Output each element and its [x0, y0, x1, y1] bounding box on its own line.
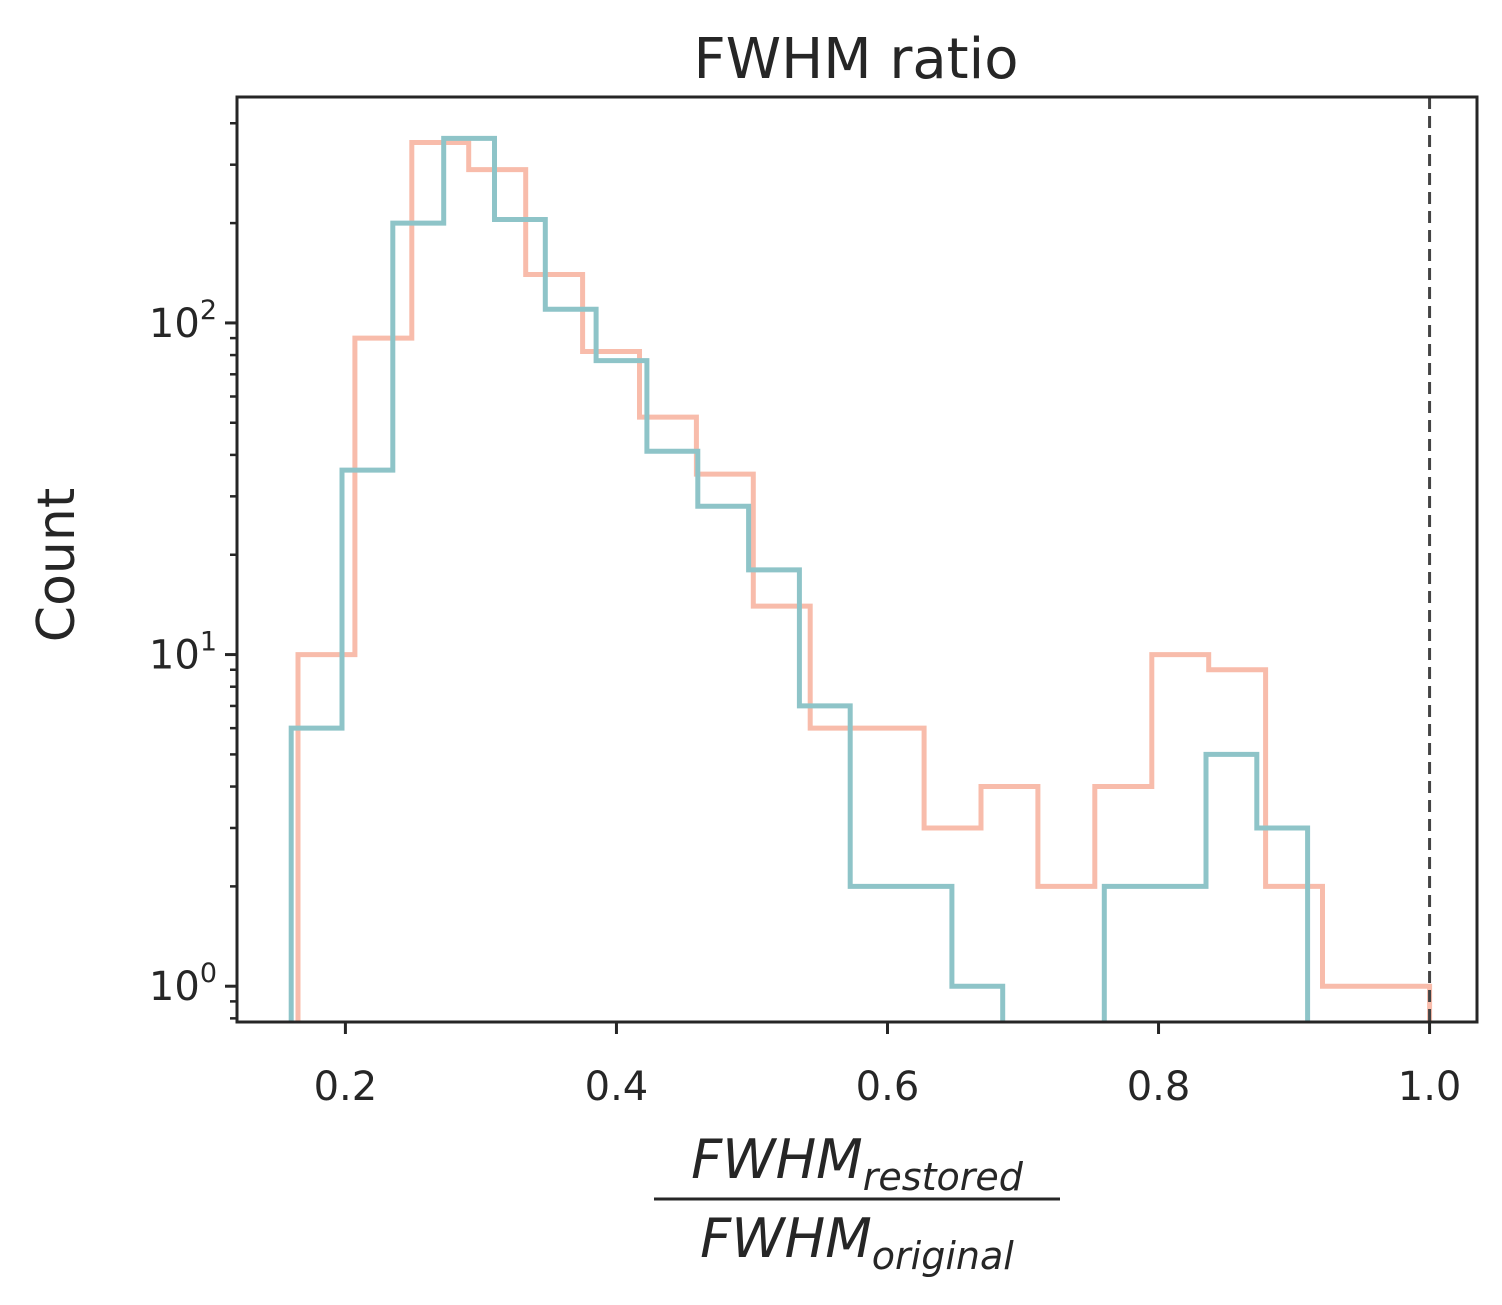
plot-area [235, 95, 1479, 1024]
x-axis-label-denominator: FWHMoriginal [700, 1207, 1014, 1278]
y-tick-label: 102 [149, 295, 217, 347]
x-tick-label: 0.6 [856, 1064, 920, 1110]
y-tick-label: 100 [149, 958, 217, 1010]
denominator-subscript: original [872, 1234, 1014, 1278]
histogram-series-2 [288, 135, 1311, 1022]
x-tick-label: 1.0 [1398, 1064, 1462, 1110]
histogram-series-1 [295, 140, 1433, 1022]
chart-title: FWHM ratio [694, 27, 1019, 92]
x-tick-label: 0.4 [585, 1064, 649, 1110]
y-axis: 100 101 102 [149, 122, 237, 1020]
denominator-base: FWHM [700, 1207, 872, 1270]
x-axis-label: FWHMrestored FWHMoriginal [654, 1128, 1060, 1278]
y-tick-label: 101 [149, 627, 217, 679]
x-tick-label: 0.8 [1127, 1064, 1191, 1110]
x-tick-label: 0.2 [314, 1064, 378, 1110]
series-layer [288, 135, 1433, 1022]
numerator-base: FWHM [691, 1128, 863, 1191]
plot-frame [235, 95, 1479, 1024]
x-axis: 0.2 0.4 0.6 0.8 1.0 [314, 1022, 1462, 1110]
y-axis-label: Count [27, 488, 87, 642]
numerator-subscript: restored [863, 1155, 1024, 1199]
x-axis-label-numerator: FWHMrestored [691, 1128, 1024, 1199]
